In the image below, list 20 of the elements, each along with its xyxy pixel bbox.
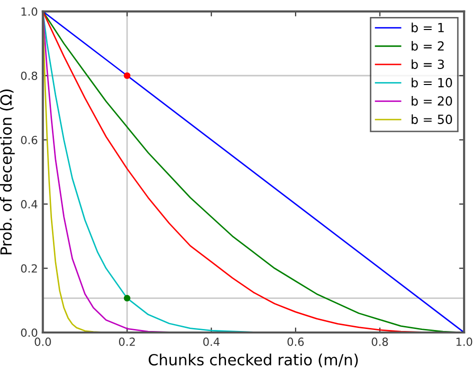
y-tick-label: 0.4 (21, 200, 38, 208)
x-tick-label: 0.0 (34, 338, 51, 346)
y-tick-label: 0.8 (21, 72, 38, 80)
x-axis-title: Chunks checked ratio (m/n) (148, 354, 358, 368)
y-tick-label: 0.0 (21, 328, 38, 337)
y-tick-label: 1.0 (22, 7, 38, 16)
x-tick-label: 0.4 (203, 338, 220, 346)
x-tick-label: 0.6 (287, 338, 304, 346)
y-tick-label: 0.6 (21, 136, 38, 144)
x-tick-label: 0.8 (372, 338, 388, 346)
y-axis-title: Prob. of deception (Ω) (0, 89, 15, 254)
legend-label: b = 10 (412, 78, 452, 88)
y-tick-label: 0.2 (21, 264, 37, 273)
legend-label: b = 50 (412, 114, 452, 124)
x-tick-label: 1.0 (456, 338, 472, 346)
x-tick-label: 0.2 (118, 338, 135, 346)
legend-label: b = 20 (412, 96, 452, 106)
legend-label: b = 1 (412, 22, 444, 32)
legend-label: b = 2 (412, 41, 444, 51)
legend-label: b = 3 (412, 59, 444, 70)
